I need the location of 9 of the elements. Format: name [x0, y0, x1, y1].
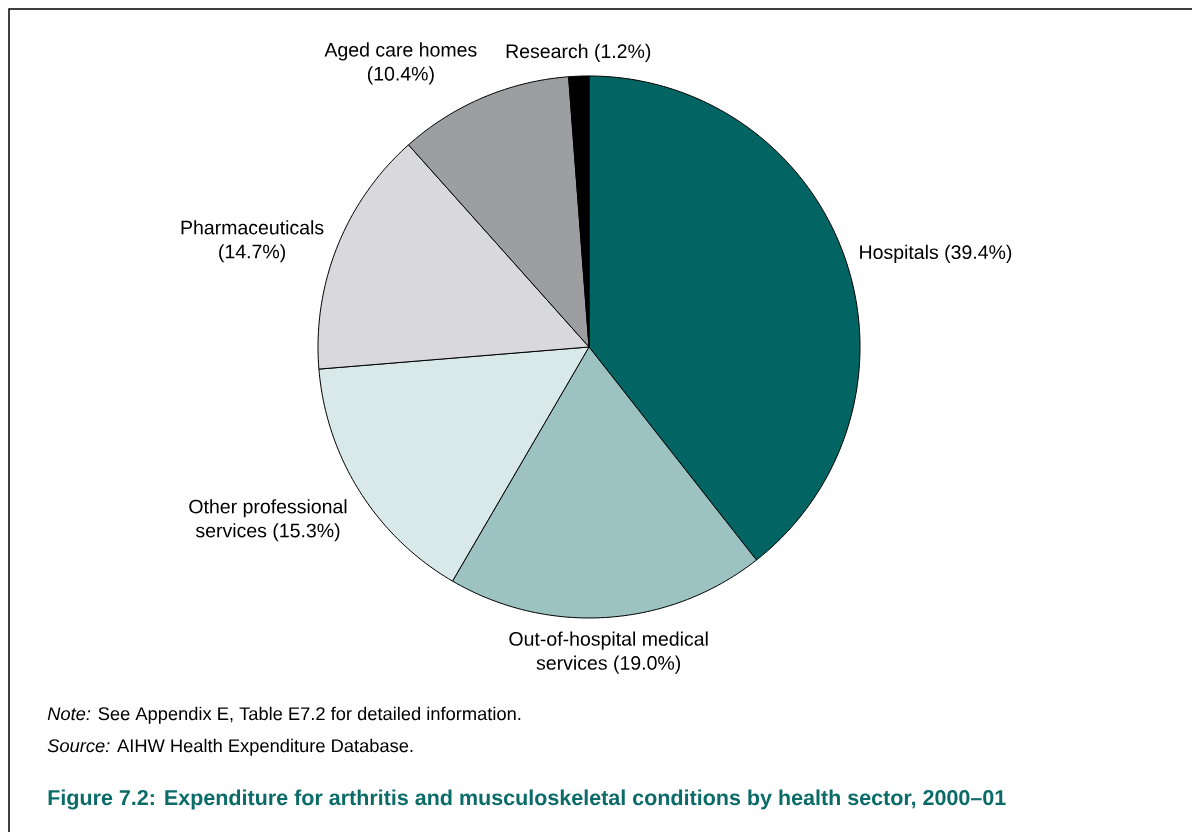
slice-label: Research (1.2%) [506, 43, 651, 62]
slice-label: Aged care homes (10.4%) [324, 42, 477, 85]
text: Figure 7.2: Expenditure for arthritis and musculoskeletal conditions by health sector, 2000–01 [48, 789, 1006, 810]
text: Note: See Appendix E, Table E7.2 for detailed information. [47, 706, 521, 724]
slice-label: Out-of-hospital medical services (19.0%) [509, 631, 708, 674]
slice-label: Pharmaceuticals (14.7%) [181, 220, 324, 263]
slice-label: Other professional services (15.3%) [189, 499, 347, 542]
text: Source: AIHW Health Expenditure Database. [47, 738, 413, 756]
slice-label: Hospitals (39.4%) [860, 244, 1012, 263]
